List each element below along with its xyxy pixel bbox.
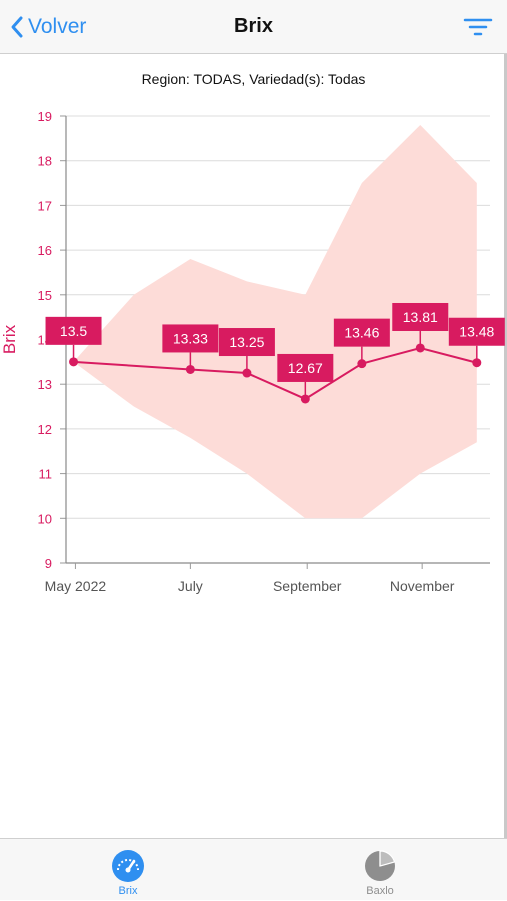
y-tick-label: 13 xyxy=(38,377,52,392)
scroll-indicator xyxy=(504,54,507,838)
data-point xyxy=(242,368,252,378)
y-tick-label: 17 xyxy=(38,198,52,213)
chart-subtitle: Region: TODAS, Variedad(s): Todas xyxy=(141,71,366,87)
y-axis-title: Brix xyxy=(0,324,19,354)
y-tick-label: 10 xyxy=(38,511,52,526)
navigation-bar: Volver Brix xyxy=(0,0,507,54)
filter-button[interactable] xyxy=(463,17,493,37)
y-tick-label: 18 xyxy=(38,154,52,169)
x-tick-label: November xyxy=(390,578,455,594)
tab-brix[interactable]: Brix xyxy=(68,839,188,901)
pie-chart-icon xyxy=(365,850,396,881)
tab-brix-label: Brix xyxy=(118,885,138,897)
back-label: Volver xyxy=(28,15,87,38)
y-tick-label: 19 xyxy=(38,109,52,124)
data-label: 13.25 xyxy=(229,334,264,350)
filter-icon xyxy=(463,18,493,36)
data-point xyxy=(69,357,79,367)
data-point xyxy=(472,358,482,368)
data-label-box xyxy=(218,328,275,357)
y-tick-label: 16 xyxy=(38,243,52,258)
x-tick-label: September xyxy=(273,578,342,594)
y-tick-label: 12 xyxy=(38,422,52,437)
data-label-box xyxy=(333,318,390,347)
data-label-box xyxy=(45,316,102,345)
tab-bar: Brix Baxlo xyxy=(0,838,507,900)
chevron-left-icon xyxy=(11,16,23,38)
data-label: 13.81 xyxy=(403,309,438,325)
data-point xyxy=(357,359,367,369)
data-point xyxy=(415,343,425,353)
data-label-box xyxy=(392,302,449,331)
tab-baxlo[interactable]: Baxlo xyxy=(320,839,440,901)
data-label: 12.67 xyxy=(288,360,323,376)
data-point xyxy=(185,364,195,374)
data-label: 13.5 xyxy=(60,323,87,339)
data-point xyxy=(300,394,310,404)
data-label-box xyxy=(448,317,505,346)
tab-baxlo-label: Baxlo xyxy=(366,885,394,897)
data-label: 13.33 xyxy=(173,330,208,346)
back-button[interactable]: Volver xyxy=(10,11,86,43)
data-label-box xyxy=(162,324,219,353)
gauge-icon xyxy=(112,850,144,882)
y-tick-label: 11 xyxy=(39,467,53,482)
y-tick-label: 15 xyxy=(38,288,52,303)
data-label: 13.46 xyxy=(344,325,379,341)
x-tick-label: May 2022 xyxy=(45,578,107,594)
data-label-box xyxy=(277,353,334,382)
data-label: 13.48 xyxy=(459,324,494,340)
x-tick-label: July xyxy=(178,578,203,594)
y-tick-label: 9 xyxy=(45,556,52,571)
range-band xyxy=(73,124,477,519)
